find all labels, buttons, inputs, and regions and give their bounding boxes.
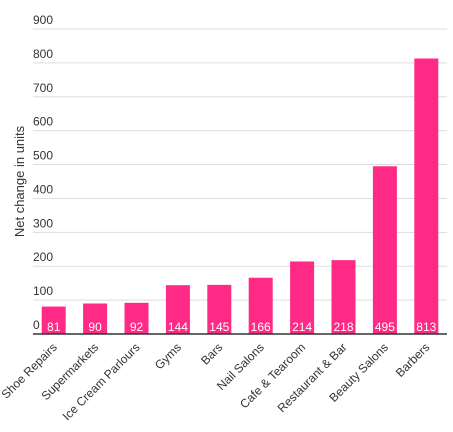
bar-7 xyxy=(331,260,356,334)
y-tick-label-900: 900 xyxy=(33,13,53,27)
value-label-3: 144 xyxy=(168,320,188,334)
bars xyxy=(41,58,439,334)
value-label-1: 90 xyxy=(88,320,102,334)
value-label-0: 81 xyxy=(47,320,61,334)
y-tick-label-700: 700 xyxy=(33,81,53,95)
y-tick-label-100: 100 xyxy=(33,284,53,298)
value-label-9: 813 xyxy=(416,320,436,334)
bar-6 xyxy=(290,261,315,334)
gridlines xyxy=(33,28,447,301)
value-label-8: 495 xyxy=(375,320,395,334)
y-tick-label-500: 500 xyxy=(33,149,53,163)
y-tick-label-300: 300 xyxy=(33,216,53,230)
category-label-2: Ice Cream Parlours xyxy=(60,340,143,423)
y-axis-ticks: 0 100 200 300 400 500 600 700 800 900 xyxy=(33,13,53,332)
bar-3 xyxy=(165,285,190,334)
value-label-7: 218 xyxy=(333,320,353,334)
bar-4 xyxy=(207,284,232,334)
y-tick-label-400: 400 xyxy=(33,182,53,196)
bar-0 xyxy=(41,306,66,334)
bar-2 xyxy=(124,302,149,334)
bar-9 xyxy=(414,58,439,334)
value-label-5: 166 xyxy=(251,320,271,334)
value-label-4: 145 xyxy=(209,320,229,334)
y-tick-label-600: 600 xyxy=(33,115,53,129)
category-label-4: Bars xyxy=(198,340,225,367)
y-tick-label-200: 200 xyxy=(33,250,53,264)
y-tick-label-0: 0 xyxy=(33,318,40,332)
category-label-9: Barbers xyxy=(393,340,433,380)
value-label-2: 92 xyxy=(130,320,144,334)
bar-8 xyxy=(372,166,397,334)
y-tick-label-800: 800 xyxy=(33,47,53,61)
value-label-6: 214 xyxy=(292,320,312,334)
value-labels: 81 90 92 144 145 166 214 218 495 813 xyxy=(47,320,437,334)
y-axis-label: Net change in units xyxy=(12,125,27,237)
category-label-3: Gyms xyxy=(152,340,184,372)
bar-1 xyxy=(83,303,108,334)
bar-5 xyxy=(248,277,273,334)
